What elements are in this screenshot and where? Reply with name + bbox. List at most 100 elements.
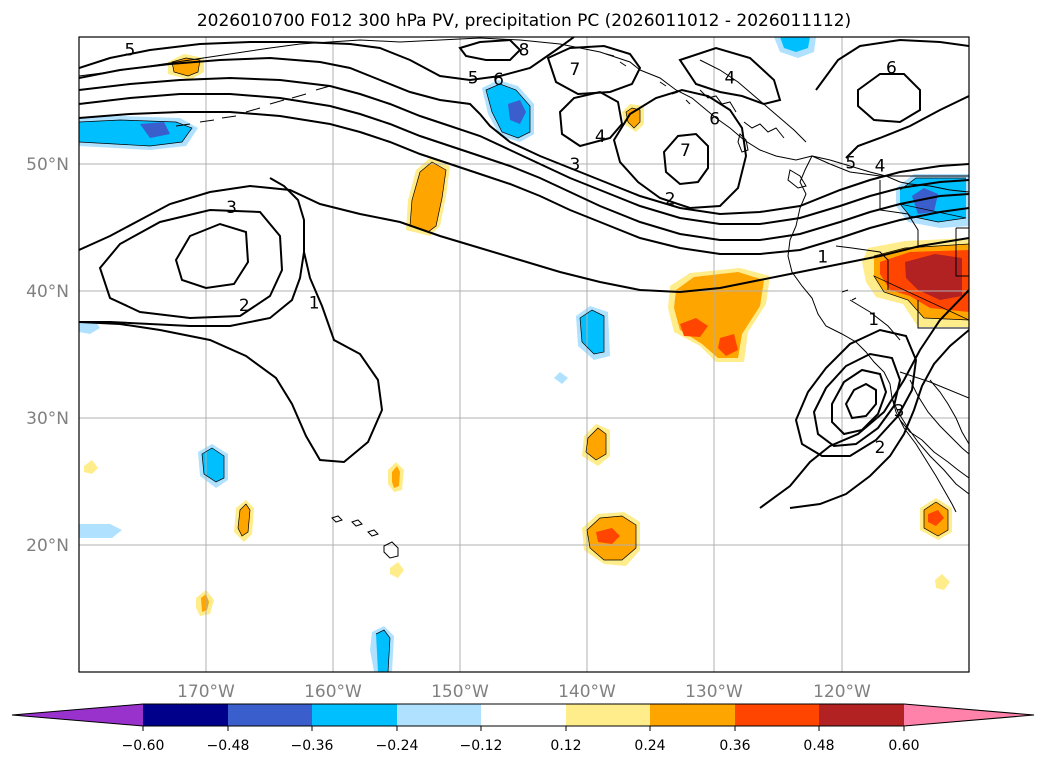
precip-outline [79, 119, 193, 147]
colorbar-tick-label: −0.60 [122, 738, 165, 754]
pv-contour-jet-4 [79, 111, 969, 255]
precip-outline [586, 515, 637, 561]
pv-contour-5-ne [815, 38, 969, 91]
precip-region-139w-high [596, 528, 620, 544]
colorbar-tick-label: 0.48 [803, 738, 834, 754]
lon-tick-label: 130°W [685, 682, 743, 702]
coastline-hawaii-big-island [383, 541, 399, 559]
coastline-channel-islands [841, 289, 857, 301]
lon-tick-label: 120°W [813, 682, 871, 702]
colorbar-tick-label: −0.24 [376, 738, 419, 754]
pv-contour-jet-2 [79, 76, 969, 225]
colorbar-cell [228, 704, 312, 726]
precip-region-150w-mid [410, 162, 446, 232]
colorbar-extend-high [904, 704, 1034, 726]
contour-label: 2 [239, 296, 250, 316]
precip-shading [79, 37, 969, 672]
precip-outline [585, 427, 607, 461]
coastline-hawaii-maui [367, 529, 379, 537]
lon-tick-label: 150°W [431, 682, 489, 702]
contour-label: 4 [595, 127, 606, 147]
pv-contour-2-main [79, 184, 969, 294]
precip-region-112w-22n-high [928, 510, 944, 526]
contour-label: 3 [894, 401, 905, 421]
map-frame [78, 36, 970, 673]
contour-label: 4 [725, 69, 736, 89]
precip-outline [923, 501, 949, 537]
contour-label: 8 [519, 41, 530, 61]
coastline-gulf-california [899, 419, 969, 479]
pv-contour-2-cutoff [831, 368, 888, 436]
colorbar-cell [819, 704, 904, 726]
precip-region-175w-high [140, 122, 170, 138]
precip-region-146w-mid [486, 84, 530, 138]
contour-label: 2 [665, 189, 676, 209]
pv-contour-7-ring [612, 88, 748, 210]
pv-contour-2-low [98, 208, 284, 320]
pv-contour-3-cutoff-inner [844, 382, 877, 420]
lat-tick-labels: 50°N 40°N 30°N 20°N [26, 155, 69, 556]
colorbar-extend-low [12, 704, 143, 726]
precip-outline [375, 629, 391, 672]
contour-label: 5 [468, 69, 479, 89]
lon-tick-label: 170°W [177, 682, 235, 702]
contour-label: 4 [875, 156, 886, 176]
lat-tick-label: 30°N [26, 409, 69, 429]
colorbar-tick-label: 0.60 [888, 738, 919, 754]
pv-contour-3-cutoff [812, 352, 902, 448]
pv-contour-6-ring [546, 44, 642, 96]
contour-label: 1 [817, 248, 828, 268]
precip-region-170w-15n-mid [201, 594, 209, 612]
colorbar-cell [566, 704, 650, 726]
precip-region-130w-high-b [718, 334, 738, 356]
lon-tick-labels: 170°W 160°W 150°W 140°W 130°W 120°W [177, 682, 871, 702]
contour-label: 6 [709, 109, 720, 129]
colorbar-cell [650, 704, 735, 726]
precip-region-155w-24n-mid [392, 466, 400, 488]
pv-contour-jet-1 [79, 56, 969, 216]
precip-outline [409, 161, 447, 233]
colorbar-tick-label: 0.24 [634, 738, 665, 754]
coastline-mexico-mainland [929, 379, 969, 445]
precip-region-112w-17n [935, 574, 950, 590]
precip-region-us-west-max [905, 254, 962, 300]
pv-contour-7-inner [662, 132, 709, 186]
contour-label: 2 [875, 438, 886, 458]
lon-tick-label: 140°W [558, 682, 616, 702]
contour-label: 7 [680, 141, 691, 161]
pv-contour-5-north [79, 37, 575, 82]
precip-region-130w-high-a [680, 318, 708, 337]
pv-contour-2-east [789, 329, 969, 509]
graticule [79, 37, 969, 672]
pv-contour-4-ring-b [678, 46, 782, 106]
pv-contour-8 [458, 38, 522, 61]
precip-region-140w-37n-mid [580, 310, 604, 354]
map-background [79, 37, 969, 672]
colorbar-cell [735, 704, 819, 726]
coastline-vancouver-island [787, 169, 807, 189]
coastline-hawaii-kauai [331, 515, 343, 523]
lat-tick-label: 40°N [26, 282, 69, 302]
colorbar-cells [143, 704, 904, 726]
precip-region-142w-33n [554, 372, 568, 384]
precip-outline [201, 447, 225, 483]
lat-tick-label: 50°N [26, 155, 69, 175]
contour-label: 1 [868, 310, 879, 330]
precip-region-178w-26n [84, 460, 98, 474]
precip-region-180w-37n [79, 322, 100, 334]
plot-title: 2026010700 F012 300 hPa PV, precipitatio… [197, 11, 851, 31]
colorbar-tick-label: −0.36 [291, 738, 334, 754]
colorbar-cell [312, 704, 397, 726]
contour-label: 7 [569, 60, 580, 80]
precip-region-175w-mid [79, 120, 192, 146]
border-us-canada [811, 155, 969, 177]
colorbar-tick-label: −0.12 [460, 738, 503, 754]
precip-region-155w-13n-mid [376, 630, 390, 672]
precip-region-180w-21n [79, 524, 122, 538]
precip-region-145w-55n-mid [626, 108, 640, 128]
coastline-alaska-south [79, 37, 641, 77]
precip-outline [237, 503, 251, 537]
